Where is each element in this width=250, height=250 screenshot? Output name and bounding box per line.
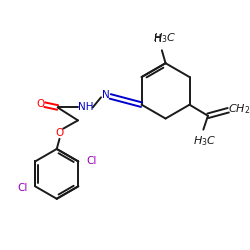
- Text: $CH_2$: $CH_2$: [228, 102, 250, 116]
- Text: N: N: [102, 90, 110, 100]
- Text: H: H: [154, 34, 162, 44]
- Text: H: H: [154, 34, 162, 44]
- Text: Cl: Cl: [17, 183, 28, 193]
- Text: O: O: [36, 99, 44, 109]
- Text: $H_3C$: $H_3C$: [153, 32, 176, 45]
- Text: O: O: [55, 128, 64, 138]
- Text: Cl: Cl: [86, 156, 97, 166]
- Text: $H_3C$: $H_3C$: [192, 134, 216, 147]
- Text: NH: NH: [78, 102, 93, 112]
